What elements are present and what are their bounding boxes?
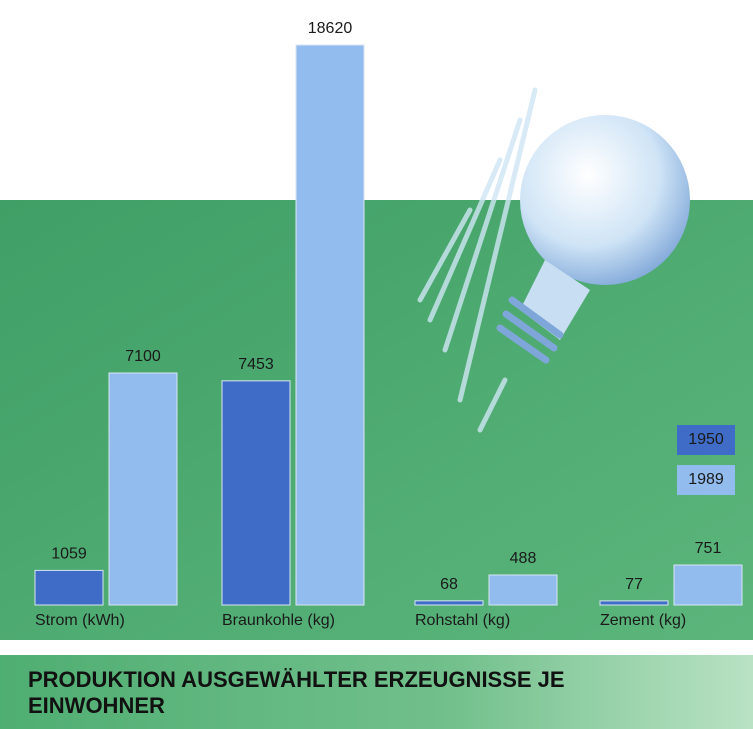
bar [296, 45, 364, 605]
chart-title: PRODUKTION AUSGEWÄHLTER ERZEUGNISSE JE E… [28, 667, 668, 719]
chart-title-box: PRODUKTION AUSGEWÄHLTER ERZEUGNISSE JE E… [0, 655, 753, 729]
page: {"chart_data": {"type": "bar", "title": … [0, 0, 753, 729]
chart: 1950 1989 Strom (kWh) 1059 7100 Braunkohle (… [0, 0, 753, 655]
bar [489, 575, 557, 605]
value-label: 68 [440, 576, 458, 593]
bar [674, 565, 742, 605]
value-label: 488 [510, 550, 537, 567]
legend-label: 1989 [688, 471, 724, 488]
category-label: Braunkohle (kg) [222, 612, 335, 629]
value-label: 77 [625, 576, 643, 593]
value-label: 751 [695, 540, 722, 557]
bar [415, 601, 483, 605]
bar [222, 381, 290, 605]
legend-label: 1950 [688, 431, 724, 448]
value-label: 18620 [308, 20, 353, 37]
bar [600, 601, 668, 605]
bar [109, 373, 177, 605]
category-label: Zement (kg) [600, 612, 686, 629]
value-label: 7453 [238, 356, 274, 373]
value-label: 7100 [125, 348, 161, 365]
bar [35, 570, 103, 605]
category-label: Rohstahl (kg) [415, 612, 510, 629]
category-label: Strom (kWh) [35, 612, 125, 629]
value-label: 1059 [51, 546, 87, 563]
